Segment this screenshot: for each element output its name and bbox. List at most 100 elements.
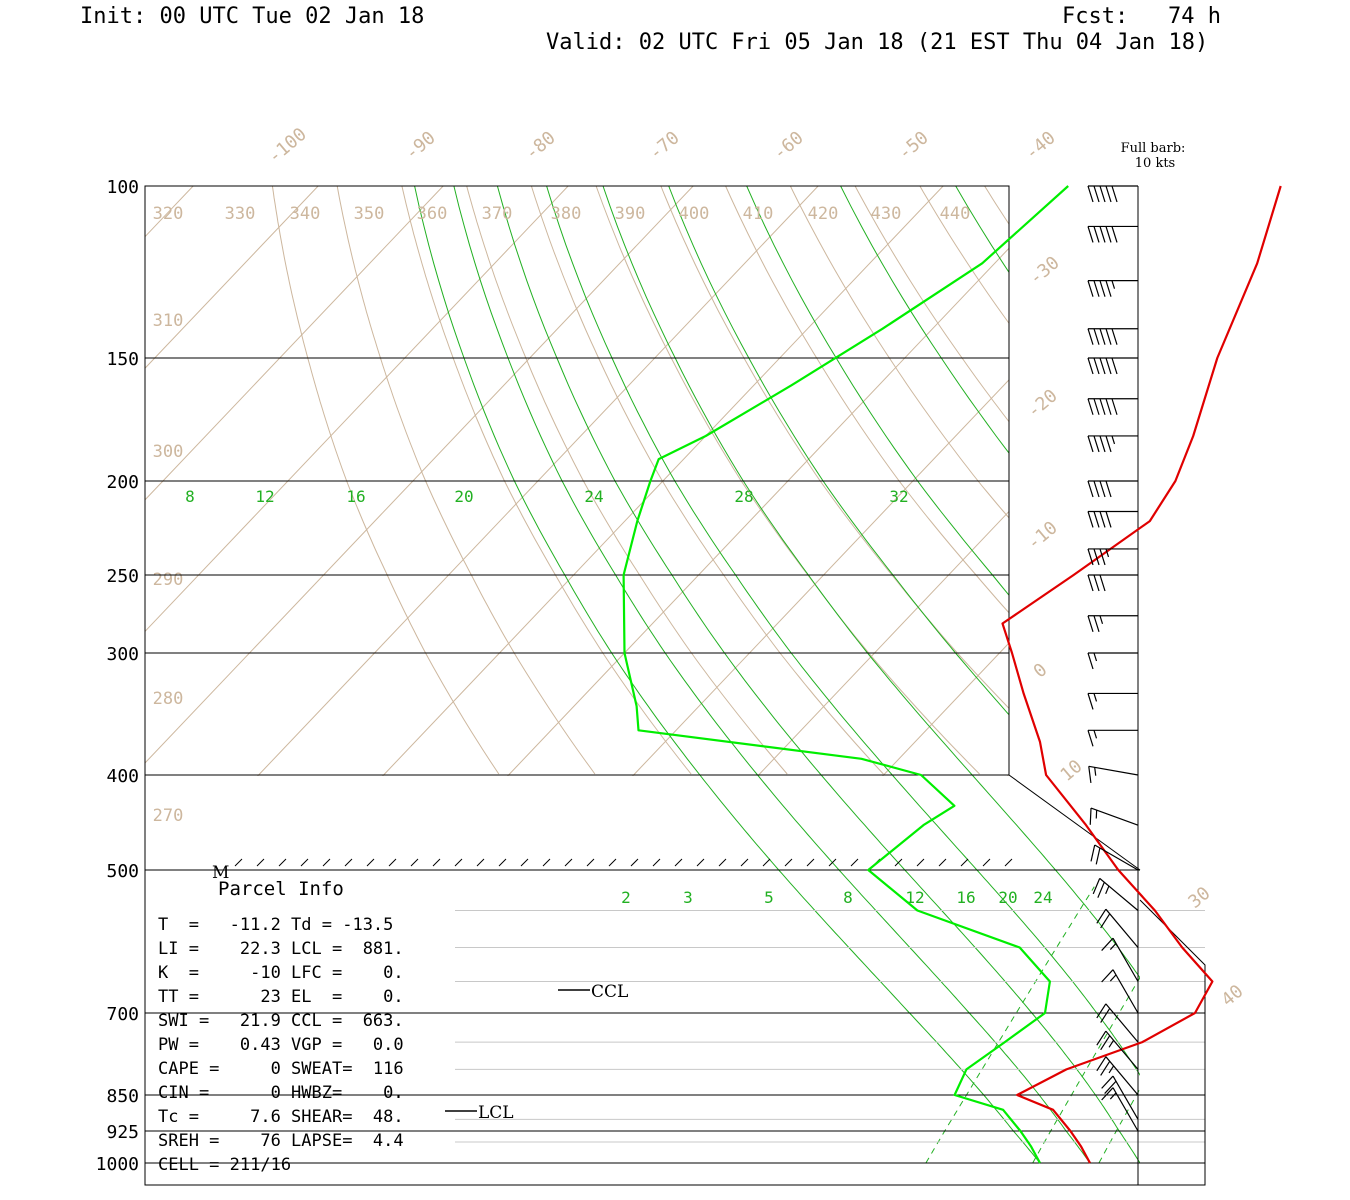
- freezing-hatch: [696, 858, 705, 867]
- freezing-hatch: [234, 858, 243, 867]
- barb-half-flag: [1109, 1092, 1117, 1100]
- pressure-labels: 100 150 200 250 300 400 500 700 850 925 1000: [96, 177, 139, 1175]
- isotherm-line: [145, 186, 319, 369]
- barb-staff: [1112, 1087, 1139, 1132]
- moist-adiabat: [955, 186, 1140, 1164]
- barb-half-flag: [1094, 767, 1097, 776]
- ccl-label: CCL: [591, 982, 628, 1002]
- dry-adiabat: [530, 186, 884, 775]
- barb-flag: [1087, 185, 1094, 203]
- isotherm-label: 10: [1056, 756, 1086, 786]
- wind-barb: [1101, 969, 1139, 1014]
- wind-barb: [1087, 398, 1138, 415]
- pressure-label-400: 400: [106, 766, 139, 787]
- wind-barb: [1087, 729, 1138, 747]
- isotherm-label: -10: [1023, 517, 1061, 554]
- barb-flag: [1105, 226, 1112, 243]
- wind-barb: [1087, 574, 1138, 592]
- freezing-hatch: [256, 858, 265, 867]
- barb-flag: [1087, 480, 1094, 498]
- barb-flag: [1099, 328, 1106, 345]
- isotherm-label: -60: [769, 127, 807, 164]
- mixing-ratio-label: 8: [843, 888, 853, 907]
- wind-barb: [1087, 615, 1138, 632]
- theta-label: 440: [940, 204, 971, 224]
- theta-label: 380: [551, 204, 582, 224]
- chart-border-diagonal: [1008, 774, 1141, 871]
- barb-flag: [1100, 913, 1111, 929]
- freezing-hatch: [630, 858, 639, 867]
- freezing-hatch: [586, 858, 595, 867]
- isotherm-line: [1007, 773, 1009, 776]
- barb-flag: [1099, 435, 1106, 453]
- barb-flag: [1087, 328, 1094, 345]
- barb-flag: [1105, 480, 1112, 498]
- wind-barb: [1087, 510, 1138, 528]
- freezing-hatch: [410, 858, 419, 867]
- barb-flag: [1105, 398, 1112, 415]
- freezing-hatch: [960, 858, 969, 867]
- wind-barb: [1101, 937, 1139, 982]
- barb-flag: [1101, 1075, 1114, 1089]
- barb-flag: [1092, 878, 1101, 895]
- barb-flag: [1099, 185, 1106, 203]
- isotherm-label: -100: [264, 124, 311, 168]
- theta-label: 320: [153, 204, 184, 224]
- wind-barb: [1087, 692, 1138, 710]
- dry-adiabat: [401, 186, 692, 775]
- temperature-profile: [1001, 185, 1282, 1164]
- dry-adiabat: [336, 186, 596, 775]
- pressure-label-1000: 1000: [96, 1154, 139, 1175]
- dry-adiabat: [1114, 186, 1350, 774]
- freezing-hatch: [344, 858, 353, 867]
- barb-flag: [1105, 357, 1112, 375]
- barb-flag: [1087, 435, 1094, 453]
- isotherm-line: [1133, 186, 1350, 776]
- moist-adiabat-label: 20: [454, 487, 473, 506]
- moist-adiabat: [546, 186, 1140, 1164]
- barb-half-flag: [1093, 693, 1098, 702]
- barb-flag: [1095, 847, 1101, 865]
- theta-label: 310: [153, 311, 184, 331]
- freezing-hatch: [454, 858, 463, 867]
- barb-staff: [1105, 1030, 1139, 1070]
- dry-adiabat: [789, 186, 1009, 519]
- barb-flag: [1099, 280, 1106, 297]
- barb-flag: [1093, 328, 1100, 345]
- parcel-row: CAPE = 0 SWEAT= 116: [158, 1059, 404, 1079]
- freezing-hatch: [608, 858, 617, 867]
- freezing-hatch: [1004, 858, 1013, 867]
- isotherm-line: [757, 510, 1009, 776]
- freezing-hatch: [388, 858, 397, 867]
- freezing-hatch: [498, 858, 507, 867]
- barb-flag: [1093, 398, 1100, 415]
- forecast-hour: Fcst: 74 h: [1062, 4, 1221, 29]
- barb-flag: [1087, 615, 1094, 632]
- pressure-label-200: 200: [106, 472, 139, 493]
- barb-flag: [1093, 185, 1100, 203]
- barb-flag: [1111, 328, 1118, 345]
- barb-flag: [1099, 226, 1106, 243]
- isotherm-line: [1258, 186, 1350, 776]
- dry-adiabat: [1308, 186, 1350, 774]
- theta-label: 270: [153, 806, 184, 826]
- dry-adiabat: [595, 186, 980, 775]
- freezing-hatch: [674, 858, 683, 867]
- dry-adiabat: [1049, 186, 1350, 774]
- barb-flag: [1087, 548, 1094, 566]
- theta-label: 410: [743, 204, 774, 224]
- barb-flag: [1101, 1087, 1114, 1101]
- theta-label: 350: [354, 204, 385, 224]
- freezing-hatch: [718, 858, 727, 867]
- wind-barb: [1096, 908, 1139, 948]
- barb-flag: [1087, 652, 1094, 670]
- isotherm-label: -30: [1025, 252, 1063, 289]
- barb-flag: [1097, 881, 1105, 898]
- barb-flag: [1093, 357, 1100, 375]
- isotherm-label: -20: [1023, 385, 1061, 422]
- barb-flag: [1105, 511, 1112, 528]
- mixing-ratio-labels: 8 12 16 20 24 28 32 2 3 5 8 12 16 20 24: [185, 487, 1052, 907]
- barb-flag: [1087, 226, 1094, 243]
- barb-flag: [1096, 1003, 1107, 1019]
